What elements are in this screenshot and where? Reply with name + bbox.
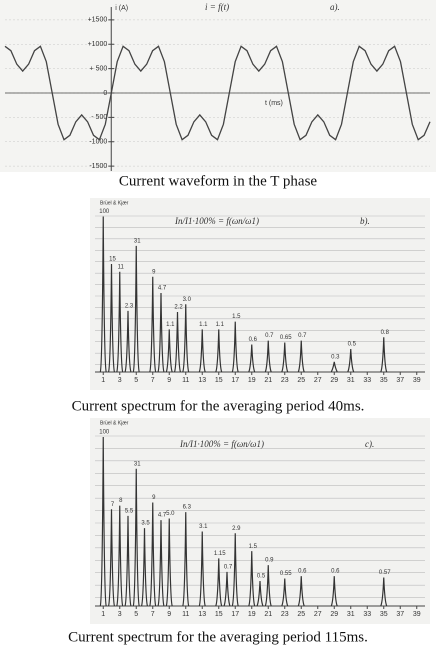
value-label: 0.65: [280, 335, 292, 341]
value-label: 2.9: [232, 526, 241, 532]
x-tick-label: 33: [363, 377, 371, 384]
x-tick-label: 13: [198, 611, 206, 618]
x-tick-label: 11: [182, 611, 189, 618]
value-label: 0.6: [298, 569, 307, 575]
chart-title: i = f(t): [205, 2, 229, 12]
value-label: 3.1: [199, 524, 208, 530]
value-label: 100: [99, 209, 110, 215]
value-label: 6.3: [183, 505, 192, 511]
x-tick-label: 1: [101, 377, 105, 384]
value-label: 0.5: [257, 574, 266, 580]
value-label: 1.1: [166, 322, 175, 328]
x-tick-label: 31: [347, 377, 355, 384]
value-label: 0.7: [298, 333, 307, 339]
x-tick-label: 11: [182, 377, 189, 384]
value-label: 1.15: [214, 551, 226, 557]
x-tick-label: 3: [118, 611, 122, 618]
x-tick-label: 5: [134, 377, 138, 384]
x-tick-label: 35: [380, 611, 388, 618]
x-tick-label: 19: [248, 377, 256, 384]
value-label: 0.55: [280, 571, 292, 577]
value-label: 2.3: [125, 303, 134, 309]
x-tick-label: 15: [215, 377, 223, 384]
x-tick-label: 15: [215, 611, 223, 618]
caption: Current spectrum for the averaging perio…: [68, 629, 368, 645]
x-tick-label: 3: [118, 377, 122, 384]
value-label: 4.7: [158, 286, 167, 292]
caption: Current waveform in the T phase: [119, 173, 317, 189]
y-tick-label: +1000: [88, 41, 108, 48]
chart-title: In/I1·100% = f(ωn/ω1): [179, 439, 264, 449]
x-tick-label: 39: [413, 377, 421, 384]
value-label: 100: [99, 430, 110, 436]
x-tick-label: 27: [314, 611, 322, 618]
panel-b: [90, 198, 430, 390]
value-label: 15: [109, 257, 116, 263]
value-label: 0.9: [265, 558, 274, 564]
x-tick-label: 27: [314, 377, 322, 384]
x-tick-label: 35: [380, 377, 388, 384]
brand: Brüel & Kjær: [100, 200, 129, 206]
value-label: 31: [134, 461, 141, 467]
x-tick-label: 7: [151, 611, 155, 618]
y-axis-label: i (A): [115, 5, 128, 12]
x-tick-label: 9: [167, 377, 171, 384]
x-tick-label: 39: [413, 611, 421, 618]
value-label: 11: [118, 264, 125, 270]
x-tick-label: 29: [330, 377, 338, 384]
panel-a: [0, 0, 436, 172]
brand: Brüel & Kjær: [100, 420, 129, 426]
x-tick-label: 31: [347, 611, 355, 618]
x-tick-label: 13: [198, 377, 206, 384]
x-tick-label: 25: [297, 611, 305, 618]
x-tick-label: 17: [231, 377, 239, 384]
x-tick-label: 25: [297, 377, 305, 384]
value-label: 1.1: [216, 322, 225, 328]
x-tick-label: 37: [396, 377, 404, 384]
caption: Current spectrum for the averaging perio…: [72, 398, 365, 414]
x-tick-label: 37: [396, 611, 404, 618]
chart-title: In/I1·100% = f(ωn/ω1): [174, 216, 259, 226]
x-tick-label: 33: [363, 611, 371, 618]
x-tick-label: 21: [264, 611, 272, 618]
y-tick-label: -1500: [89, 163, 107, 170]
x-tick-label: 1: [101, 611, 105, 618]
value-label: 3.0: [183, 297, 192, 303]
value-label: 5.5: [125, 508, 134, 514]
value-label: 1.5: [249, 544, 258, 550]
value-label: 1.1: [199, 322, 208, 328]
x-tick-label: 23: [281, 611, 289, 618]
value-label: 0.3: [331, 354, 340, 360]
x-tick-label: 19: [248, 611, 256, 618]
panel-label: c).: [365, 439, 374, 449]
value-label: 2.2: [174, 305, 183, 311]
value-label: 0.57: [379, 570, 391, 576]
value-label: 0.7: [265, 333, 274, 339]
x-tick-label: 9: [167, 611, 171, 618]
x-tick-label: 29: [330, 611, 338, 618]
y-tick-label: - 500: [91, 114, 107, 121]
value-label: 1.5: [232, 314, 241, 320]
value-label: 0.8: [381, 330, 390, 336]
x-axis-label: t (ms): [265, 100, 283, 107]
value-label: 0.5: [348, 342, 357, 348]
x-tick-label: 21: [264, 377, 272, 384]
value-label: 0.7: [224, 565, 233, 571]
x-tick-label: 7: [151, 377, 155, 384]
value-label: 31: [134, 238, 141, 244]
figure: +1500+1000+ 5000- 500-1000-1500i (A)t (m…: [0, 0, 436, 650]
value-label: 0.6: [249, 337, 258, 343]
panel-label: b).: [360, 216, 370, 226]
x-tick-label: 23: [281, 377, 289, 384]
x-tick-label: 5: [134, 611, 138, 618]
y-tick-label: + 500: [90, 65, 108, 72]
value-label: 5.0: [166, 511, 175, 517]
value-label: 3.5: [141, 521, 150, 527]
y-tick-label: +1500: [88, 17, 108, 24]
panel-label: a).: [330, 2, 340, 12]
x-tick-label: 17: [231, 611, 239, 618]
value-label: 0.6: [331, 569, 340, 575]
